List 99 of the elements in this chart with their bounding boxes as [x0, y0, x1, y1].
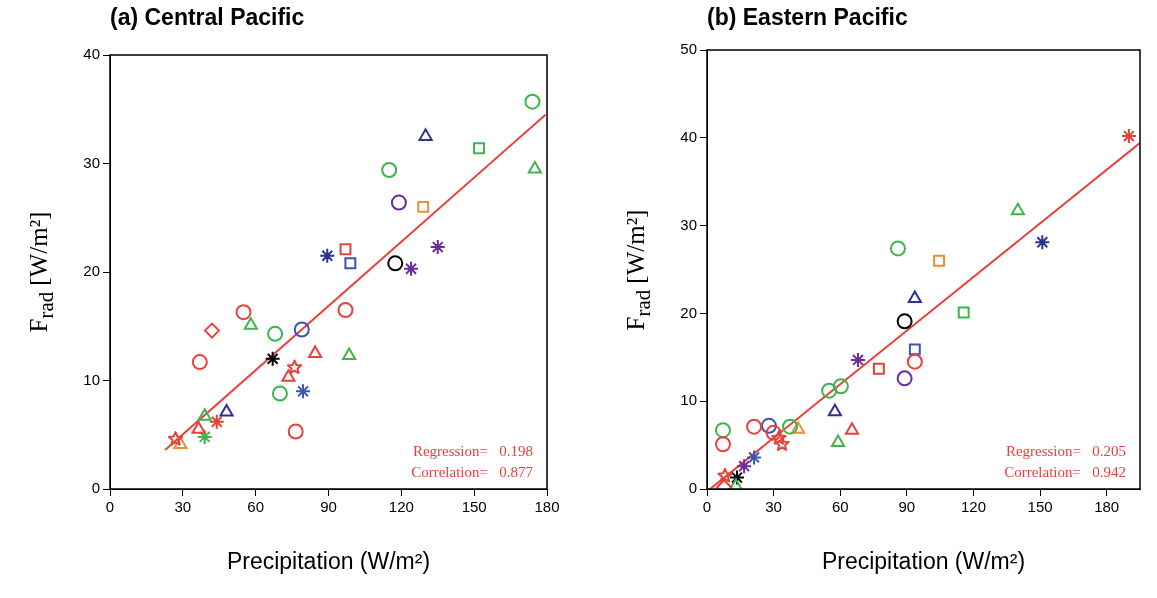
chart-title: (b) Eastern Pacific	[707, 4, 908, 31]
y-tick-label: 40	[83, 45, 100, 63]
point	[203, 322, 220, 339]
x-tick-label: 150	[461, 498, 487, 516]
point	[746, 418, 763, 435]
point	[387, 255, 404, 272]
point	[429, 239, 446, 256]
x-tick-label: 60	[247, 498, 265, 516]
point	[527, 160, 542, 174]
point	[760, 417, 777, 434]
y-tick-label: 0	[91, 479, 100, 497]
point	[319, 247, 336, 264]
point	[957, 306, 970, 319]
y-tick-label: 20	[83, 262, 100, 280]
annotation: Regression= 0.205	[1005, 443, 1126, 459]
point	[872, 362, 885, 375]
x-tick-label: 180	[534, 498, 560, 516]
point	[196, 428, 213, 445]
point	[821, 382, 838, 399]
point	[295, 383, 312, 400]
point	[830, 434, 846, 447]
point	[736, 458, 753, 475]
point	[771, 430, 787, 445]
point	[281, 369, 296, 382]
point	[717, 467, 733, 483]
x-tick-label: 90	[320, 498, 337, 516]
y-tick-label: 30	[680, 215, 697, 233]
point	[381, 162, 398, 179]
point	[208, 413, 225, 430]
point	[790, 421, 806, 434]
point	[896, 313, 913, 330]
point	[714, 436, 731, 453]
point	[889, 240, 906, 257]
point	[1010, 202, 1025, 216]
point	[473, 142, 485, 155]
point	[197, 408, 212, 421]
point	[267, 325, 284, 342]
x-tick-label: 60	[831, 498, 849, 516]
y-tick-label: 10	[83, 370, 100, 388]
x-tick-label: 120	[388, 498, 414, 516]
point	[243, 317, 258, 330]
point	[832, 378, 849, 395]
x-tick-label: 120	[960, 498, 986, 516]
point	[191, 354, 208, 371]
point	[286, 359, 303, 375]
point	[287, 423, 304, 440]
point	[293, 321, 310, 338]
point	[827, 403, 842, 417]
x-tick-label: 0	[105, 498, 115, 516]
point	[418, 128, 433, 141]
point	[308, 345, 323, 358]
x-axis-title: Precipitation (W/m²)	[226, 548, 431, 575]
y-tick-label: 30	[83, 153, 100, 171]
point	[746, 449, 763, 466]
point	[933, 254, 945, 267]
y-tick-label: 10	[680, 391, 697, 409]
x-axis-title: Precipitation (W/m²)	[821, 548, 1026, 575]
point	[907, 290, 922, 303]
x-tick-label: 90	[898, 498, 916, 516]
point	[390, 194, 407, 211]
x-tick-label: 30	[765, 498, 782, 516]
point	[782, 418, 799, 435]
y-tick-label: 0	[688, 479, 697, 497]
x-tick-label: 30	[174, 498, 192, 516]
point	[337, 301, 354, 318]
point	[173, 436, 188, 450]
point	[264, 350, 281, 367]
annotation: Correlation= 0.877	[411, 464, 534, 480]
point	[906, 353, 923, 370]
point	[344, 257, 357, 270]
point	[774, 436, 790, 451]
y-tick-label: 40	[680, 127, 697, 145]
point	[1034, 234, 1051, 251]
point	[271, 385, 288, 402]
point	[191, 421, 206, 434]
point	[896, 370, 913, 387]
chart-title: (a) Central Pacific	[110, 4, 305, 31]
annotation: Regression= 0.198	[412, 443, 533, 459]
point	[728, 469, 745, 486]
point	[417, 200, 430, 213]
point	[167, 431, 184, 446]
point	[219, 403, 234, 417]
x-tick-label: 150	[1027, 498, 1053, 516]
y-tick-label: 20	[680, 303, 697, 321]
x-tick-label: 0	[702, 498, 712, 516]
annotation: Correlation= 0.942	[1004, 464, 1126, 480]
point	[765, 424, 782, 441]
point	[844, 422, 860, 435]
point	[714, 422, 731, 439]
y-tick-label: 50	[680, 40, 697, 58]
point	[908, 343, 921, 356]
point	[1120, 128, 1137, 145]
point	[235, 304, 252, 321]
point	[342, 347, 357, 361]
point	[339, 243, 352, 256]
point	[850, 351, 866, 368]
x-tick-label: 180	[1094, 498, 1120, 516]
point	[524, 93, 541, 110]
point	[403, 260, 420, 277]
